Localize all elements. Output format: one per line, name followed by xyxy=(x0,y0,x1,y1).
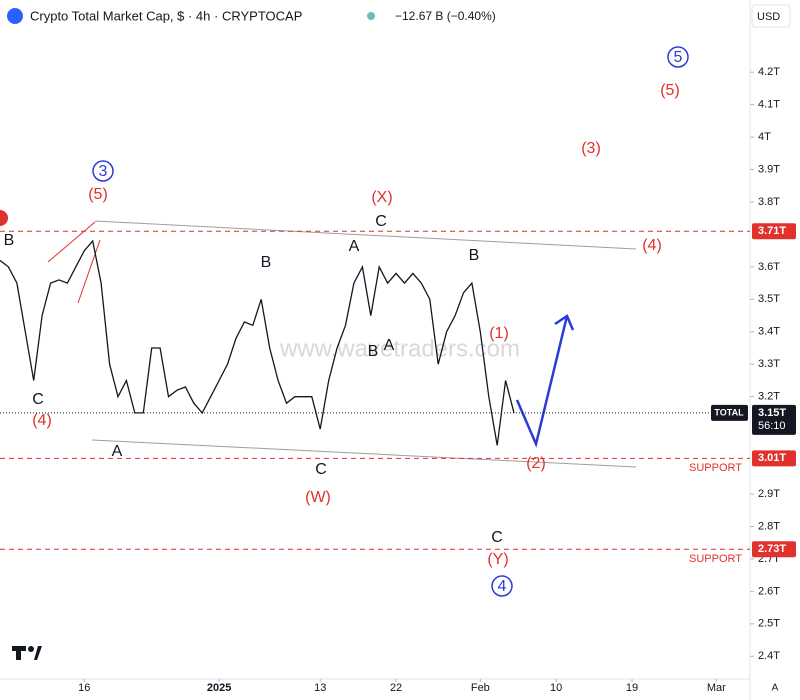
header-title: Crypto Total Market Cap, $ · 4h · CRYPTO… xyxy=(30,8,302,23)
auto-scale[interactable]: A xyxy=(772,683,779,694)
level-label: 3.71T xyxy=(758,225,786,237)
wave-label: B xyxy=(4,232,15,249)
wave-label: C xyxy=(315,461,327,478)
y-tick-label: 4.2T xyxy=(758,66,780,78)
header-change: −12.67 B (−0.40%) xyxy=(395,9,496,23)
support-label: SUPPORT xyxy=(689,553,742,565)
level-label: 3.01T xyxy=(758,452,786,464)
wave-label: (2) xyxy=(526,455,546,472)
wave-label: C xyxy=(32,391,44,408)
symbol-icon xyxy=(7,8,23,24)
wave-label: (Y) xyxy=(487,551,508,568)
y-tick-label: 3.3T xyxy=(758,358,780,370)
wave-label: (3) xyxy=(581,140,601,157)
wave-circle xyxy=(491,575,513,597)
wave-label: (1) xyxy=(489,325,509,342)
wave-label: A xyxy=(112,443,123,460)
wave-label: 5 xyxy=(674,49,683,66)
projection xyxy=(515,315,569,448)
y-tick-label: 2.8T xyxy=(758,520,780,532)
support-label: SUPPORT xyxy=(689,462,742,474)
level-box xyxy=(752,541,796,558)
y-tick-label: 3.6T xyxy=(758,261,780,273)
wave-label: (W) xyxy=(305,489,331,506)
wave-label: 3 xyxy=(99,163,108,180)
wave-label: C xyxy=(375,213,387,230)
channel-top xyxy=(94,220,637,250)
wave-label: B xyxy=(368,343,379,360)
y-tick-label: 3.9T xyxy=(758,163,780,175)
y-tick-label: 2.6T xyxy=(758,585,780,597)
y-tick-label: 3.4T xyxy=(758,326,780,338)
last-price-label: 3.15T xyxy=(758,407,786,419)
wave-label: (X) xyxy=(371,189,392,206)
trend-line xyxy=(47,221,96,263)
y-tick-label: 2.9T xyxy=(758,488,780,500)
level-label: 2.73T xyxy=(758,543,786,555)
x-tick-label: 2025 xyxy=(207,682,231,694)
wave-label: C xyxy=(491,529,503,546)
y-tick-label: 2.4T xyxy=(758,650,780,662)
x-tick-label: 16 xyxy=(78,682,90,694)
annotation-marker xyxy=(0,210,8,226)
wave-circle xyxy=(92,160,114,182)
currency-button[interactable] xyxy=(751,4,791,28)
wave-label: 4 xyxy=(498,578,507,595)
wave-circle xyxy=(667,46,689,68)
channel-bottom xyxy=(91,439,637,468)
wave-label: B xyxy=(469,247,480,264)
x-tick-label: 13 xyxy=(314,682,326,694)
wave-label: (5) xyxy=(88,186,108,203)
symbol-label: TOTAL xyxy=(714,407,744,417)
projection-arrow xyxy=(554,314,575,331)
wave-label: (4) xyxy=(642,237,662,254)
wave-label: (5) xyxy=(660,82,680,99)
x-tick-label: 10 xyxy=(550,682,562,694)
x-tick-label: 22 xyxy=(390,682,402,694)
trend-line xyxy=(77,239,101,304)
level-box xyxy=(752,450,796,467)
y-tick-label: 3.8T xyxy=(758,196,780,208)
symbol-box xyxy=(711,404,748,421)
countdown-label: 56:10 xyxy=(758,420,786,432)
x-tick-label: Feb xyxy=(471,682,490,694)
wave-label: A xyxy=(349,238,360,255)
wave-label: B xyxy=(261,254,272,271)
wave-label: A xyxy=(384,337,395,354)
y-tick-label: 4T xyxy=(758,131,771,143)
price-line xyxy=(0,239,515,446)
status-dot xyxy=(367,12,375,20)
level-box xyxy=(752,223,796,240)
y-tick-label: 3.5T xyxy=(758,293,780,305)
y-tick-label: 2.5T xyxy=(758,618,780,630)
tv-logo xyxy=(12,646,42,660)
watermark: www.wavetraders.com xyxy=(279,335,520,362)
x-tick-label: 19 xyxy=(626,682,638,694)
last-price-box xyxy=(752,404,796,435)
currency-label[interactable]: USD xyxy=(757,11,780,23)
y-tick-label: 4.1T xyxy=(758,99,780,111)
y-tick-label: 3.2T xyxy=(758,391,780,403)
wave-label: (4) xyxy=(32,412,52,429)
x-tick-label: Mar xyxy=(707,682,726,694)
